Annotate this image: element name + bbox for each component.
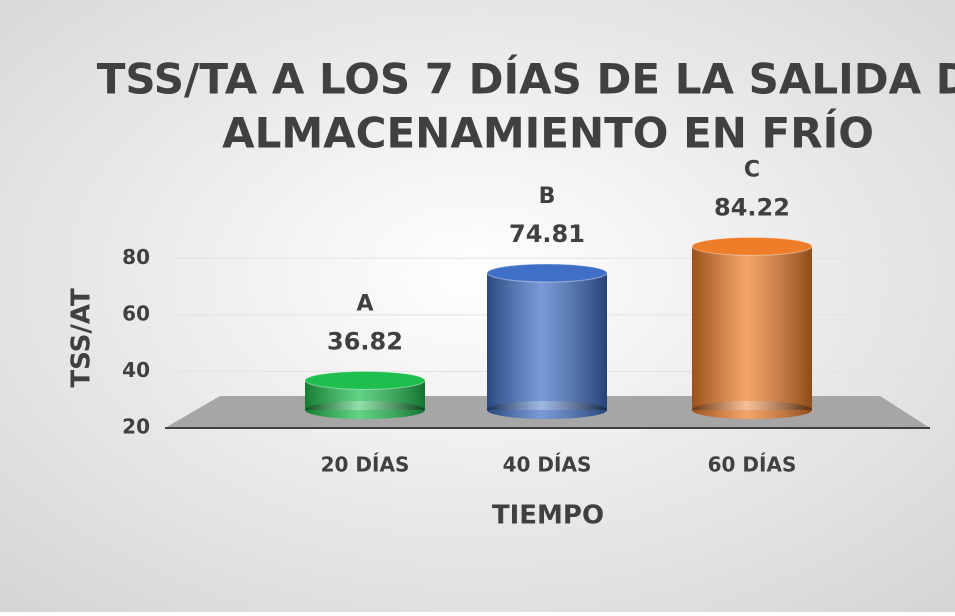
y-tick-label: 80 bbox=[122, 245, 150, 269]
bar-bottom-shade bbox=[692, 401, 812, 419]
bar-top bbox=[691, 236, 813, 256]
annotation: B bbox=[539, 184, 556, 209]
annotation: A bbox=[356, 291, 373, 316]
y-tick-label: 20 bbox=[122, 415, 150, 439]
chart-title: TSS/TA A LOS 7 DÍAS DE LA SALIDA DE bbox=[97, 54, 955, 104]
y-tick-label: 60 bbox=[122, 301, 150, 325]
x-axis-title: TIEMPO bbox=[492, 501, 604, 531]
annotation: C bbox=[744, 157, 760, 182]
y-tick-label: 40 bbox=[122, 358, 150, 382]
bar-top bbox=[486, 263, 608, 283]
y-axis-title: TSS/AT bbox=[67, 288, 97, 388]
x-tick-label: 40 DÍAS bbox=[503, 453, 592, 477]
value-label: 74.81 bbox=[509, 220, 585, 248]
bar-top bbox=[304, 370, 426, 390]
bar-shade bbox=[487, 272, 607, 410]
chart-title: ALMACENAMIENTO EN FRÍO bbox=[222, 108, 874, 158]
bar-shade bbox=[692, 246, 812, 410]
value-label: 84.22 bbox=[714, 193, 790, 221]
bar-bottom-shade bbox=[305, 401, 425, 419]
x-tick-label: 60 DÍAS bbox=[708, 453, 797, 477]
x-tick-label: 20 DÍAS bbox=[321, 453, 410, 477]
bar-bottom-shade bbox=[487, 401, 607, 419]
value-label: 36.82 bbox=[327, 327, 403, 355]
